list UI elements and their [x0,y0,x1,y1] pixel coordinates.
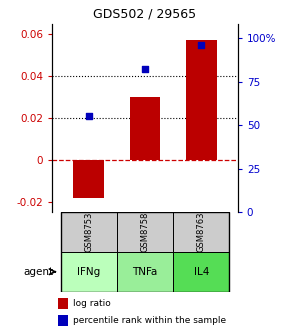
Text: GSM8753: GSM8753 [84,212,93,252]
Text: log ratio: log ratio [72,299,110,308]
Point [86,114,91,119]
Bar [130,97,160,160]
Bar [73,160,104,198]
Title: GDS502 / 29565: GDS502 / 29565 [93,8,197,21]
Bar [61,212,117,252]
Text: IFNg: IFNg [77,267,100,277]
Text: TNFa: TNFa [132,267,158,277]
Point [199,42,204,48]
Bar [58,315,68,326]
Bar [186,40,217,160]
Bar [173,212,229,252]
Text: IL4: IL4 [193,267,209,277]
Bar [58,298,68,308]
Bar [173,252,229,292]
Bar [117,252,173,292]
Text: GSM8763: GSM8763 [197,212,206,252]
Text: GSM8758: GSM8758 [140,212,150,252]
Bar [117,212,173,252]
Point [143,67,147,72]
Text: percentile rank within the sample: percentile rank within the sample [72,316,226,325]
Bar [61,252,117,292]
Text: agent: agent [24,267,54,277]
